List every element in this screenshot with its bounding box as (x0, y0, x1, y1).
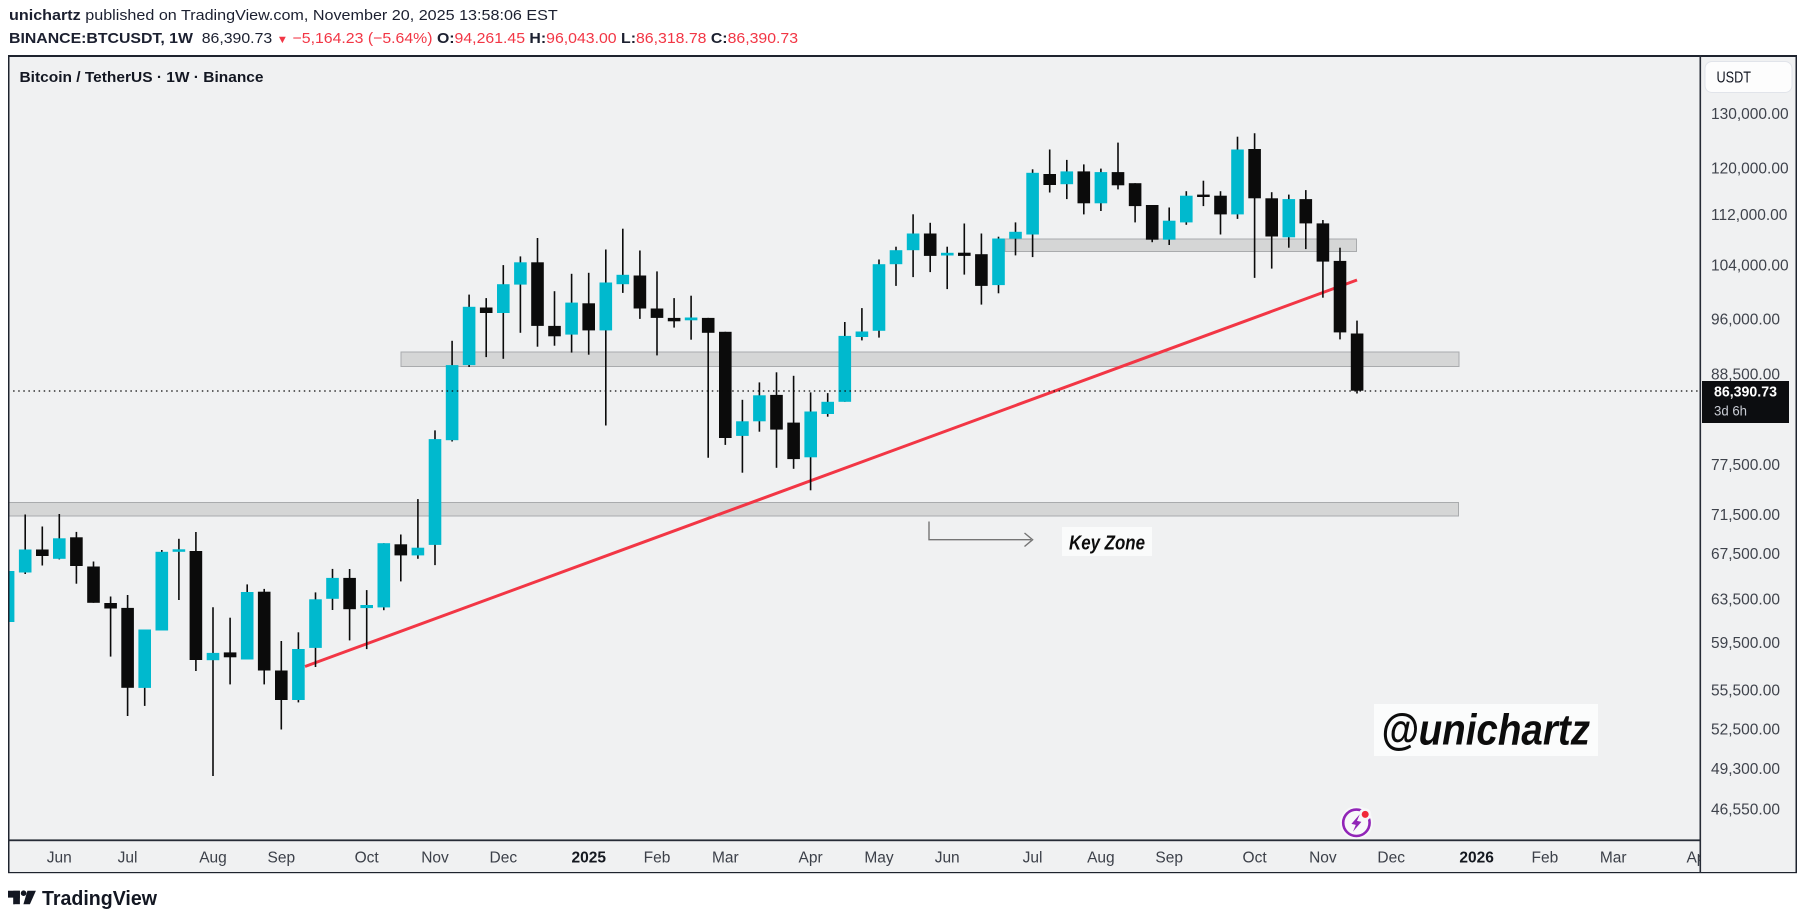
svg-text:Bitcoin / TetherUS · 1W · Bina: Bitcoin / TetherUS · 1W · Binance (20, 69, 264, 86)
svg-text:Apr: Apr (1686, 850, 1710, 867)
svg-text:Nov: Nov (1309, 850, 1337, 867)
svg-text:71,500.00: 71,500.00 (1711, 507, 1780, 524)
svg-text:Nov: Nov (421, 850, 449, 867)
svg-text:46,550.00: 46,550.00 (1711, 802, 1780, 819)
svg-text:55,500.00: 55,500.00 (1711, 682, 1780, 699)
svg-text:Oct: Oct (355, 850, 380, 867)
svg-text:Jun: Jun (47, 850, 72, 867)
svg-text:Oct: Oct (1243, 850, 1268, 867)
svg-text:Sep: Sep (1155, 850, 1183, 867)
svg-text:@unichartz: @unichartz (1381, 707, 1590, 755)
svg-text:63,500.00: 63,500.00 (1711, 591, 1780, 608)
svg-text:Jul: Jul (1023, 850, 1043, 867)
svg-text:Feb: Feb (1532, 850, 1559, 867)
svg-text:Dec: Dec (1377, 850, 1405, 867)
svg-text:59,500.00: 59,500.00 (1711, 635, 1780, 652)
svg-text:88,500.00: 88,500.00 (1711, 367, 1780, 384)
svg-text:Aug: Aug (1087, 850, 1115, 867)
svg-text:Mar: Mar (712, 850, 739, 867)
svg-text:96,000.00: 96,000.00 (1711, 312, 1780, 329)
svg-text:Key Zone: Key Zone (1069, 533, 1145, 555)
svg-text:Jun: Jun (935, 850, 960, 867)
svg-text:104,000.00: 104,000.00 (1711, 257, 1789, 274)
svg-text:USDT: USDT (1717, 70, 1752, 87)
svg-text:Aug: Aug (199, 850, 227, 867)
svg-text:Feb: Feb (644, 850, 671, 867)
svg-text:Mar: Mar (1600, 850, 1627, 867)
svg-text:77,500.00: 77,500.00 (1711, 457, 1780, 474)
svg-text:TradingView: TradingView (42, 888, 157, 910)
svg-text:3d 6h: 3d 6h (1714, 404, 1747, 419)
svg-text:2025: 2025 (571, 850, 606, 867)
svg-text:130,000.00: 130,000.00 (1711, 106, 1789, 123)
svg-text:86,390.73: 86,390.73 (1714, 384, 1777, 401)
svg-text:52,500.00: 52,500.00 (1711, 722, 1780, 739)
svg-text:May: May (864, 850, 894, 867)
svg-text:2026: 2026 (1459, 850, 1494, 867)
svg-text:49,300.00: 49,300.00 (1711, 761, 1780, 778)
svg-text:Apr: Apr (799, 850, 823, 867)
svg-text:112,000.00: 112,000.00 (1711, 207, 1788, 224)
svg-text:120,000.00: 120,000.00 (1711, 161, 1789, 178)
svg-text:Jul: Jul (118, 850, 138, 867)
svg-text:67,500.00: 67,500.00 (1711, 546, 1780, 563)
svg-text:Dec: Dec (490, 850, 518, 867)
svg-text:Sep: Sep (268, 850, 296, 867)
